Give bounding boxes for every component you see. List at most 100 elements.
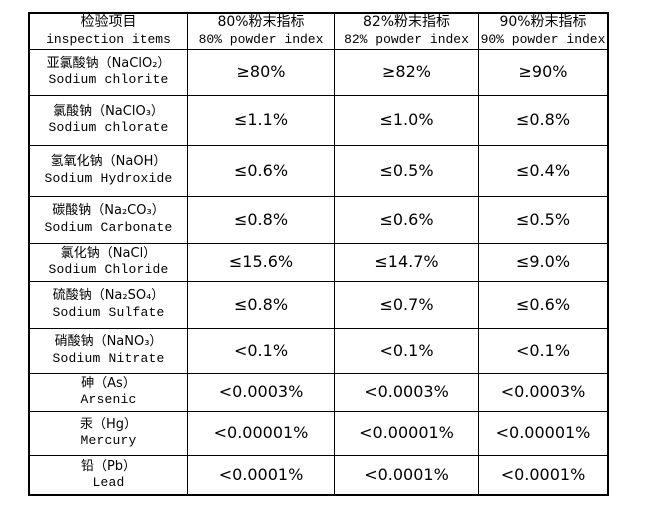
value: ≤0.4% [515, 160, 571, 180]
item-en: Sodium Sulfate [52, 304, 165, 320]
value-cell: <0.00001% [187, 410, 335, 456]
data-row: 砷（As） Arsenic <0.0003% <0.0003% <0.0003% [28, 372, 609, 412]
item-cn: 碳酸钠（Na₂CO₃） [52, 203, 165, 219]
item-cell: 氢氧化钠（NaOH） Sodium Hydroxide [28, 144, 188, 197]
value: <0.0003% [218, 382, 304, 401]
value-cell: <0.0003% [187, 372, 335, 412]
value: ≥82% [382, 62, 431, 81]
item-en: Mercury [80, 433, 137, 448]
value: ≤0.7% [379, 294, 434, 314]
item-cell: 氯酸钠（NaClO₃） Sodium chlorate [28, 94, 188, 146]
item-cn: 亚氯酸钠（NaClO₂） [46, 55, 171, 71]
item-cn: 氢氧化钠（NaOH） [50, 154, 167, 170]
value-cell: ≥82% [334, 48, 479, 96]
value-cell: ≤0.4% [478, 144, 609, 197]
value-cell: <0.0003% [478, 372, 609, 412]
data-row: 氢氧化钠（NaOH） Sodium Hydroxide ≤0.6% ≤0.5% ≤0.4… [28, 144, 609, 197]
item-en: Sodium Carbonate [44, 219, 173, 235]
data-row: 铅（Pb） Lead <0.0001% <0.0001% <0.0001% [28, 454, 609, 496]
item-en: Lead [92, 474, 125, 490]
value: <0.00001% [213, 423, 309, 442]
value-cell: ≤0.8% [478, 94, 609, 146]
item-en: Arsenic [80, 392, 137, 407]
header-row: 检验项目 inspection items 80%粉末指标 80% powder in… [28, 12, 609, 50]
item-cn: 硝酸钠（NaNO₃） [54, 334, 163, 350]
item-en: Sodium chlorite [48, 72, 169, 87]
item-cn: 汞（Hg） [79, 416, 138, 432]
value: ≤0.6% [233, 160, 289, 180]
data-row: 硝酸钠（NaNO₃） Sodium Nitrate <0.1% <0.1% <0.1% [28, 327, 609, 374]
item-cn: 氯化钠（NaCl） [60, 245, 157, 261]
value: <0.0003% [500, 382, 586, 401]
value-cell: ≥90% [478, 48, 609, 96]
header-en: 82% powder index [344, 31, 469, 47]
data-row: 硫酸钠（Na₂SO₄） Sodium Sulfate ≤0.8% ≤0.7% ≤0.6% [28, 280, 609, 329]
item-cell: 亚氯酸钠（NaClO₂） Sodium chlorite [28, 48, 188, 96]
value: ≤0.8% [233, 209, 289, 229]
value-cell: ≤0.6% [334, 195, 479, 244]
value-cell: ≤0.8% [187, 195, 335, 244]
value-cell: <0.0001% [187, 454, 335, 496]
value: ≤0.5% [515, 209, 571, 229]
value-cell: <0.1% [187, 327, 335, 374]
item-cell: 汞（Hg） Mercury [28, 410, 188, 456]
header-cell: 检验项目 inspection items [28, 12, 188, 50]
value-cell: <0.1% [334, 327, 479, 374]
value: <0.1% [515, 340, 571, 360]
value: ≤0.8% [233, 294, 289, 314]
spec-table: 检验项目 inspection items 80%粉末指标 80% powder in… [28, 12, 609, 496]
header-en: inspection items [46, 31, 171, 47]
data-row: 氯化钠（NaCl） Sodium Chloride ≤15.6% ≤14.7% ≤9.0… [28, 242, 609, 282]
value: <0.00001% [359, 423, 454, 442]
value: <0.0001% [500, 464, 586, 484]
value-cell: <0.1% [478, 327, 609, 374]
item-en: Sodium chlorate [48, 120, 169, 135]
header-cell: 90%粉末指标 90% powder index [478, 12, 609, 50]
data-row: 亚氯酸钠（NaClO₂） Sodium chlorite ≥80% ≥82% ≥90% [28, 48, 609, 96]
value-cell: ≤0.6% [187, 144, 335, 197]
value: ≥80% [236, 62, 286, 81]
value-cell: ≤0.7% [334, 280, 479, 329]
value: ≤9.0% [515, 252, 571, 271]
header-cn: 82%粉末指标 [362, 14, 451, 31]
item-cell: 铅（Pb） Lead [28, 454, 188, 496]
item-en: Sodium Hydroxide [44, 170, 173, 186]
value: ≤0.6% [379, 209, 434, 229]
value-cell: <0.0001% [334, 454, 479, 496]
item-en: Sodium Chloride [48, 262, 169, 277]
value: <0.0001% [218, 464, 304, 484]
value: <0.00001% [495, 423, 591, 442]
value: <0.0003% [364, 382, 449, 401]
value-cell: ≤0.5% [478, 195, 609, 244]
value-cell: <0.00001% [478, 410, 609, 456]
value-cell: ≤0.6% [478, 280, 609, 329]
value-cell: ≥80% [187, 48, 335, 96]
header-en: 80% powder index [198, 31, 324, 47]
header-cn: 80%粉末指标 [217, 14, 305, 31]
item-cell: 砷（As） Arsenic [28, 372, 188, 412]
item-cell: 硝酸钠（NaNO₃） Sodium Nitrate [28, 327, 188, 374]
value-cell: <0.00001% [334, 410, 479, 456]
value: ≤1.0% [379, 110, 434, 129]
value: ≤15.6% [228, 252, 294, 271]
header-cn: 检验项目 [80, 14, 137, 31]
value-cell: <0.0001% [478, 454, 609, 496]
value: ≤14.7% [374, 252, 439, 271]
table-body: 检验项目 inspection items 80%粉末指标 80% powder in… [28, 12, 609, 496]
value: ≤1.1% [233, 110, 289, 129]
value-cell: ≤1.1% [187, 94, 335, 146]
item-cell: 氯化钠（NaCl） Sodium Chloride [28, 242, 188, 282]
value-cell: ≤15.6% [187, 242, 335, 282]
item-en: Sodium Nitrate [52, 350, 165, 366]
data-row: 碳酸钠（Na₂CO₃） Sodium Carbonate ≤0.8% ≤0.6% ≤0.… [28, 195, 609, 244]
value: ≥90% [518, 62, 568, 81]
value: <0.1% [379, 340, 434, 360]
data-row: 汞（Hg） Mercury <0.00001% <0.00001% <0.00001% [28, 410, 609, 456]
item-cn: 砷（As） [81, 375, 136, 391]
item-cn: 硫酸钠（Na₂SO₄） [52, 288, 165, 304]
header-en: 90% powder index [480, 31, 606, 47]
value-cell: ≤1.0% [334, 94, 479, 146]
value-cell: ≤14.7% [334, 242, 479, 282]
value-cell: ≤0.8% [187, 280, 335, 329]
